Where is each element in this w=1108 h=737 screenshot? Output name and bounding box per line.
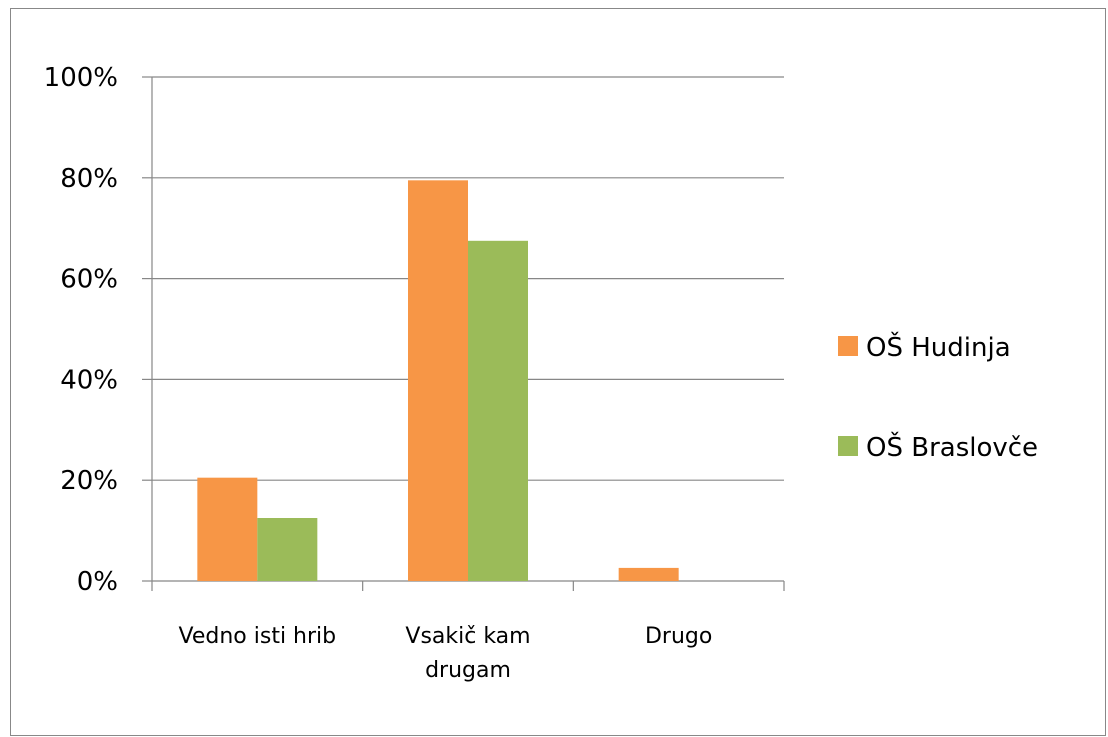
x-category-label: Vedno isti hrib xyxy=(179,624,337,649)
legend-label: OŠ Hudinja xyxy=(866,331,1011,363)
legend-swatch xyxy=(838,336,858,356)
y-tick-label: 80% xyxy=(60,164,118,194)
bar xyxy=(257,518,318,581)
y-tick-label: 20% xyxy=(60,466,118,496)
x-category-label: Vsakič kam xyxy=(405,624,530,649)
x-category-label: drugam xyxy=(425,658,511,683)
bar xyxy=(408,180,468,581)
legend-swatch xyxy=(838,436,858,456)
bar xyxy=(197,477,258,581)
bar xyxy=(618,567,679,581)
y-tick-label: 40% xyxy=(60,365,118,395)
bar xyxy=(468,240,528,582)
y-tick-label: 0% xyxy=(77,567,118,597)
y-tick-label: 100% xyxy=(44,63,118,93)
y-tick-label: 60% xyxy=(60,265,118,295)
x-category-label: Drugo xyxy=(645,624,712,649)
chart-frame xyxy=(10,8,1106,736)
legend-label: OŠ Braslovče xyxy=(866,431,1038,463)
